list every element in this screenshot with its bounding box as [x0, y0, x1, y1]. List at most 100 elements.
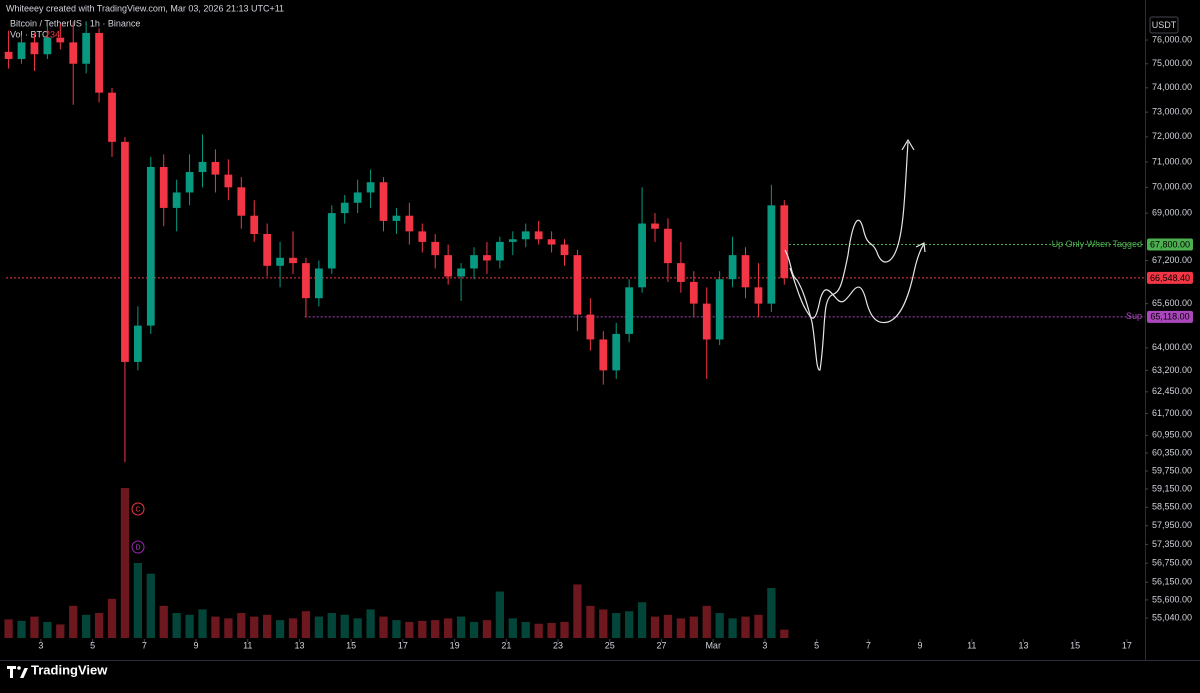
volume-bar [133, 563, 143, 638]
price-badge [1147, 310, 1193, 323]
volume-bar [521, 621, 530, 638]
volume-bar [69, 605, 78, 638]
y-tick-label: 63,200.00 [1152, 365, 1192, 375]
candle-body [586, 314, 595, 340]
volume-bar [172, 613, 181, 638]
y-tick-label: 74,000.00 [1152, 82, 1192, 92]
candle-body [418, 231, 427, 242]
y-tick-label: 64,000.00 [1152, 342, 1192, 352]
volume-bar [30, 616, 39, 638]
volume-bar [676, 618, 686, 638]
candle-body [95, 32, 103, 93]
y-tick-label: 57,350.00 [1152, 539, 1192, 549]
volume-bar [275, 620, 285, 638]
candle-body [702, 303, 711, 340]
y-tick-label: 59,750.00 [1152, 465, 1192, 475]
candle-body [172, 192, 181, 208]
candle-body [30, 42, 39, 55]
candle-body [224, 174, 233, 188]
volume-bar [482, 620, 492, 638]
volume-bar [586, 605, 595, 638]
candle-body [108, 92, 116, 142]
x-tick-label: 27 [656, 640, 666, 650]
candle-body [405, 215, 414, 232]
event-marker[interactable] [131, 502, 145, 516]
price-badge-label: 66,548.40 [1150, 273, 1190, 283]
x-tick-label: 11 [967, 640, 976, 650]
x-tick-label: 7 [142, 640, 147, 650]
currency-box[interactable] [1149, 16, 1179, 34]
x-tick-label: 13 [1018, 640, 1028, 650]
y-tick-label: 56,150.00 [1152, 577, 1192, 587]
candle-body [534, 231, 543, 240]
volume-bar [250, 616, 259, 638]
volume-bar [17, 620, 26, 638]
x-tick-label: Mar [705, 640, 721, 650]
volume-bar [599, 609, 608, 638]
volume-bar [689, 616, 698, 638]
y-tick-label: 56,750.00 [1152, 558, 1192, 568]
candle-body [664, 228, 672, 264]
projection-path [784, 141, 909, 371]
candle-body [198, 161, 207, 173]
event-marker-label[interactable]: D [135, 544, 140, 551]
x-tick-label: 19 [450, 640, 460, 650]
candle-body [392, 215, 401, 221]
x-tick-label: 3 [762, 640, 767, 650]
candle-body [159, 166, 168, 208]
candle-body [276, 257, 284, 266]
candle-body [651, 223, 659, 229]
y-tick-label: 55,600.00 [1152, 594, 1192, 604]
currency[interactable]: USDT [1152, 20, 1177, 30]
candle-body [625, 287, 634, 334]
x-tick-label: 3 [38, 640, 43, 650]
candle-body [302, 263, 310, 299]
volume-bar [456, 616, 466, 638]
candle-body [43, 37, 52, 55]
candle-body [146, 166, 155, 326]
candle-body [133, 325, 142, 362]
logo-text: TradingView [31, 662, 108, 677]
volume-bar [405, 621, 414, 638]
candle-body [4, 51, 13, 59]
candle-body [483, 255, 491, 261]
event-marker[interactable] [131, 540, 145, 554]
candle-body [547, 239, 556, 245]
y-tick-label: 55,040.00 [1152, 612, 1192, 622]
volume-bar [224, 618, 233, 638]
y-tick-label: 60,350.00 [1152, 447, 1192, 457]
candle-body [767, 205, 776, 304]
volume-bar [560, 621, 569, 638]
volume-bar [107, 598, 117, 638]
volume-bar [612, 613, 621, 638]
candle-body [495, 241, 504, 261]
logo-icon [7, 666, 28, 678]
y-tick-label: 70,000.00 [1152, 182, 1192, 192]
candle-body [573, 255, 582, 315]
price-line-name: Up Only When Tagged [1052, 239, 1142, 249]
price-line-name: Sup [1126, 311, 1142, 321]
volume-bar [418, 620, 427, 638]
volume-bar [120, 488, 130, 638]
y-tick-label: 57,950.00 [1152, 520, 1192, 530]
price-badge [1147, 271, 1193, 284]
y-tick-label: 71,000.00 [1152, 156, 1192, 166]
symbol-title: Bitcoin / TetherUS · 1h · Binance [10, 18, 140, 28]
y-tick-label: 75,000.00 [1152, 58, 1192, 68]
volume-bar [508, 618, 517, 638]
event-marker-label[interactable]: C [135, 506, 140, 513]
candle-body [314, 268, 323, 299]
volume-bar [547, 623, 556, 638]
volume-bar [198, 609, 207, 638]
volume-bar [715, 613, 724, 638]
volume-bar [444, 618, 453, 638]
y-tick-label: 67,200.00 [1152, 255, 1192, 265]
volume-bar [288, 618, 298, 638]
candle-body [56, 37, 65, 43]
volume-bar [353, 618, 362, 638]
x-tick-label: 21 [501, 640, 511, 650]
volume-bar [534, 623, 543, 638]
credit: Whiteeey created with TradingView.com, M… [6, 3, 284, 13]
candle-body [676, 263, 685, 282]
candle-body [69, 42, 78, 64]
